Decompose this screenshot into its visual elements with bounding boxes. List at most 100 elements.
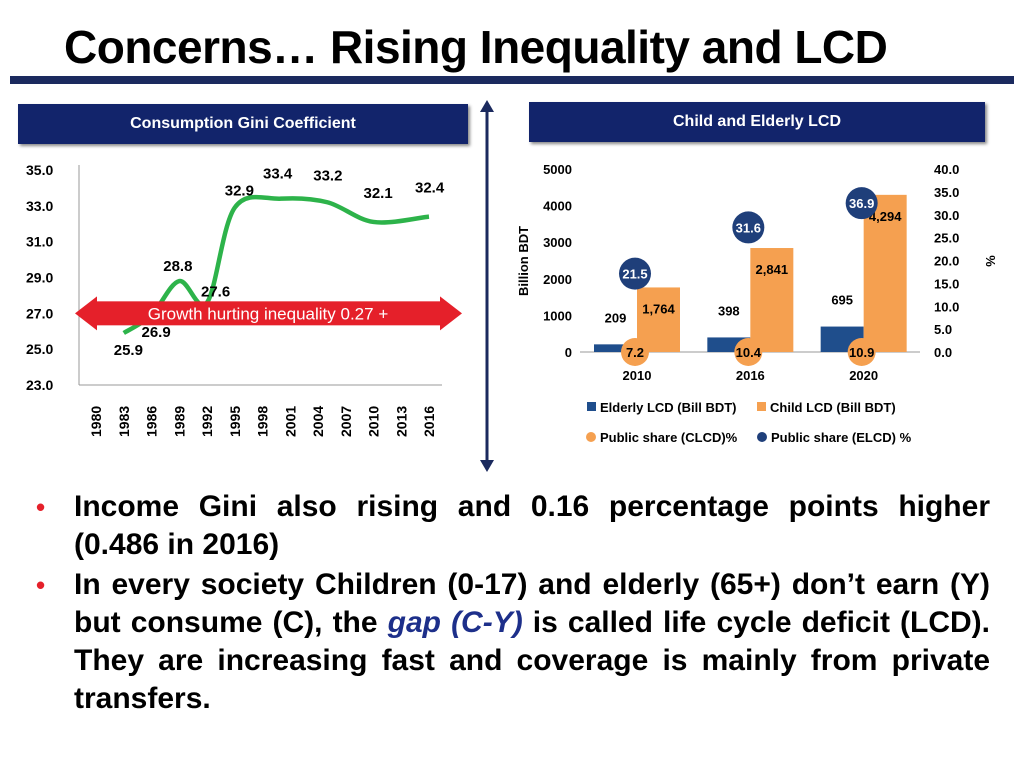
gini-chart-header: Consumption Gini Coefficient	[18, 104, 468, 144]
page-title: Concerns… Rising Inequality and LCD	[64, 21, 888, 73]
y-tick-label: 4000	[543, 199, 572, 214]
elcd-share-label: 36.9	[849, 196, 874, 211]
child-lcd-bar	[750, 248, 794, 352]
bullet-text-pre: In every society Children (0-17) and eld…	[74, 568, 990, 639]
y2-tick-label: 40.0	[934, 162, 959, 177]
divider-arrow-down-icon	[480, 460, 494, 472]
bullet-list: • Income Gini also rising and 0.16 perce…	[36, 488, 990, 720]
y-tick-label: 1000	[543, 308, 572, 323]
gini-data-label: 32.1	[364, 185, 393, 202]
gini-data-label: 32.4	[415, 180, 445, 197]
clcd-share-label: 7.2	[626, 345, 644, 360]
gini-data-label: 25.9	[114, 342, 143, 359]
child-lcd-label: 2,841	[756, 262, 789, 277]
bullet-text: In every society Children (0-17) and eld…	[74, 566, 990, 718]
x-tick-label: 2001	[282, 406, 298, 437]
child-lcd-label: 4,294	[869, 209, 902, 224]
bullet-item: • Income Gini also rising and 0.16 perce…	[36, 488, 990, 564]
y-tick-label: 23.0	[26, 377, 53, 393]
y-tick-label: 0	[565, 345, 572, 360]
x-tick-label: 2010	[366, 406, 382, 437]
clcd-share-label: 10.9	[849, 345, 874, 360]
x-tick-label: 2016	[421, 406, 437, 437]
x-tick-label: 2004	[310, 406, 326, 437]
gini-data-label: 28.8	[163, 258, 192, 275]
y2-axis-title: %	[983, 255, 998, 267]
elcd-share-marker	[732, 211, 765, 244]
legend-child-label: Child LCD (Bill BDT)	[770, 400, 896, 415]
x-tick-label: 1983	[116, 406, 132, 437]
clcd-share-marker	[621, 338, 649, 366]
y2-tick-label: 0.0	[934, 345, 952, 360]
child-lcd-bar	[637, 287, 680, 352]
child-lcd-label: 1,764	[642, 301, 675, 316]
gini-data-label: 33.4	[263, 166, 293, 183]
bullet-text: Income Gini also rising and 0.16 percent…	[74, 490, 990, 561]
x-tick-label: 2010	[623, 368, 652, 383]
legend-elderly-label: Elderly LCD (Bill BDT)	[600, 400, 737, 415]
gini-data-label: 33.2	[313, 167, 342, 184]
x-tick-label: 1980	[88, 406, 104, 437]
bullet-text-post: is called life cycle deficit (LCD). They…	[74, 606, 990, 715]
y-tick-label: 33.0	[26, 198, 53, 214]
elderly-lcd-label: 209	[605, 310, 627, 325]
x-tick-label: 2016	[736, 368, 765, 383]
y2-tick-label: 30.0	[934, 208, 959, 223]
clcd-share-label: 10.4	[736, 345, 762, 360]
clcd-share-marker	[847, 338, 876, 366]
x-tick-label: 1998	[255, 406, 271, 437]
y-tick-label: 27.0	[26, 305, 53, 321]
elcd-share-label: 21.5	[622, 267, 647, 282]
divider-arrow-up-icon	[480, 100, 494, 112]
annotation-text: Growth hurting inequality 0.27 +	[148, 304, 389, 323]
child-lcd-bar	[863, 194, 907, 352]
x-tick-label: 2013	[393, 406, 409, 437]
y2-tick-label: 5.0	[934, 322, 952, 337]
y2-tick-label: 25.0	[934, 231, 959, 246]
y2-tick-label: 35.0	[934, 185, 959, 200]
y-axis-title: Billion BDT	[516, 226, 531, 296]
clcd-share-marker	[734, 338, 763, 366]
lcd-chart-header: Child and Elderly LCD	[529, 102, 985, 142]
y2-tick-label: 20.0	[934, 254, 959, 269]
elderly-lcd-label: 695	[831, 293, 853, 308]
y-tick-label: 31.0	[26, 234, 53, 250]
elderly-lcd-bar	[594, 344, 637, 352]
annotation-arrow-right-icon	[440, 296, 462, 331]
annotation-arrow-left-icon	[75, 296, 97, 331]
gap-highlight: gap (C-Y)	[387, 606, 523, 639]
title-underline	[10, 76, 1014, 84]
elcd-share-label: 31.6	[736, 220, 761, 235]
y2-tick-label: 15.0	[934, 276, 959, 291]
legend-elderly-swatch	[587, 402, 596, 411]
x-tick-label: 1995	[227, 406, 243, 437]
y-tick-label: 2000	[543, 272, 572, 287]
gini-data-label: 32.9	[225, 183, 254, 200]
bullet-dot-icon: •	[36, 570, 46, 600]
annotation-bar	[95, 301, 442, 326]
y-tick-label: 5000	[543, 162, 572, 177]
bullet-item: • In every society Children (0-17) and e…	[36, 566, 990, 718]
x-tick-label: 2020	[849, 368, 878, 383]
x-tick-label: 1989	[171, 406, 187, 437]
legend-clcd-label: Public share (CLCD)%	[600, 430, 738, 445]
y-tick-label: 35.0	[26, 162, 53, 178]
elcd-share-marker	[619, 257, 651, 290]
x-tick-label: 1986	[144, 406, 160, 437]
y-tick-label: 3000	[543, 235, 572, 250]
gini-data-label: 27.6	[201, 284, 230, 301]
legend-elcd-label: Public share (ELCD) %	[771, 430, 912, 445]
y-tick-label: 29.0	[26, 270, 53, 286]
legend-elcd-marker	[757, 432, 767, 442]
elcd-share-marker	[845, 187, 878, 220]
legend-child-swatch	[757, 402, 766, 411]
y2-tick-label: 10.0	[934, 299, 959, 314]
x-tick-label: 2007	[338, 406, 354, 437]
legend-clcd-marker	[586, 432, 596, 442]
gini-data-label: 26.9	[142, 324, 171, 341]
y-tick-label: 25.0	[26, 341, 53, 357]
x-tick-label: 1992	[199, 406, 215, 437]
elderly-lcd-label: 398	[718, 303, 740, 318]
